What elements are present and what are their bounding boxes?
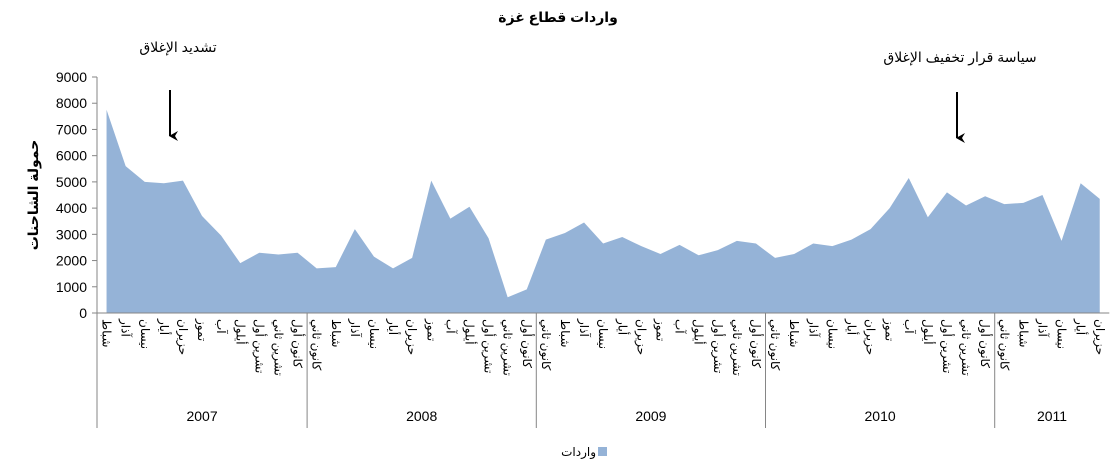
- x-tick-label: آذار: [347, 318, 363, 337]
- x-tick-label: نيسان: [367, 319, 381, 349]
- annotation: تشديد الإغلاق: [139, 39, 216, 56]
- x-tick-label: أيلول: [691, 319, 707, 345]
- x-tick-label: شباط: [1016, 319, 1030, 347]
- x-tick-label: أيار: [156, 318, 172, 335]
- x-tick-label: آب: [902, 319, 917, 334]
- legend-swatch: [598, 447, 607, 456]
- x-tick-label: كانون أول: [290, 319, 306, 368]
- x-tick-label: تشرين ثاني: [270, 319, 285, 376]
- x-tick-label: شباط: [558, 319, 572, 347]
- x-tick-label: نيسان: [825, 319, 839, 349]
- x-tick-label: أيلول: [232, 319, 248, 345]
- x-tick-label: كانون أول: [977, 319, 993, 368]
- x-tick-label: تشرين ثاني: [500, 319, 515, 376]
- x-tick-label: آذار: [118, 318, 134, 337]
- legend-label: واردات: [561, 445, 596, 460]
- x-tick-label: كانون أول: [748, 319, 764, 368]
- x-tick-label: تموز: [882, 318, 897, 341]
- y-tick-label: 4000: [56, 200, 87, 216]
- x-tick-label: آذار: [576, 318, 592, 337]
- group-label: 2009: [635, 408, 666, 424]
- x-tick-label: تموز: [652, 318, 667, 341]
- y-tick-label: 8000: [56, 95, 87, 111]
- x-tick-label: تشرين أول: [710, 319, 726, 373]
- x-tick-label: آب: [214, 319, 229, 334]
- y-tick-label: 7000: [56, 121, 87, 137]
- x-tick-label: حزيران: [633, 319, 648, 355]
- y-tick-label: 0: [79, 305, 87, 321]
- x-tick-label: أيار: [1073, 318, 1089, 335]
- x-tick-label: تشرين أول: [939, 319, 955, 373]
- x-tick-label: كانون ثاني: [996, 319, 1011, 371]
- x-tick-label: أيلول: [920, 319, 936, 345]
- x-tick-label: نيسان: [596, 319, 610, 349]
- x-tick-label: شباط: [787, 319, 801, 347]
- x-tick-label: نيسان: [138, 319, 152, 349]
- y-tick-label: 1000: [56, 279, 87, 295]
- x-tick-label: حزيران: [404, 319, 419, 355]
- x-tick-label: كانون أول: [519, 319, 535, 368]
- x-tick-label: أيار: [843, 318, 859, 335]
- x-tick-label: حزيران: [1092, 319, 1107, 355]
- x-tick-label: تموز: [423, 318, 438, 341]
- x-tick-label: آذار: [805, 318, 821, 337]
- x-tick-label: نيسان: [1055, 319, 1069, 349]
- group-label: 2011: [1037, 408, 1067, 424]
- x-tick-label: حزيران: [863, 319, 878, 355]
- x-tick-label: كانون ثاني: [767, 319, 782, 371]
- y-tick-label: 6000: [56, 148, 87, 164]
- x-tick-label: آذار: [1034, 318, 1050, 337]
- x-tick-label: أيار: [385, 318, 401, 335]
- x-tick-label: أيار: [614, 318, 630, 335]
- x-tick-label: تشرين أول: [251, 319, 267, 373]
- x-tick-label: شباط: [329, 319, 343, 347]
- x-tick-label: تشرين ثاني: [729, 319, 744, 376]
- y-tick-label: 2000: [56, 253, 87, 269]
- group-label: 2008: [406, 408, 437, 424]
- area: [106, 109, 1100, 314]
- x-tick-label: أيلول: [461, 319, 477, 345]
- group-label: 2007: [186, 408, 217, 424]
- x-tick-label: تموز: [194, 318, 209, 341]
- x-tick-label: كانون ثاني: [309, 319, 324, 371]
- x-tick-label: آب: [443, 319, 458, 334]
- y-tick-label: 5000: [56, 174, 87, 190]
- group-label: 2010: [865, 408, 896, 424]
- x-tick-label: تشرين ثاني: [958, 319, 973, 376]
- x-tick-label: شباط: [100, 319, 114, 347]
- chart-title: واردات قطاع غزة: [498, 9, 618, 26]
- y-axis-label: حمولة الشاحنات: [25, 140, 42, 251]
- y-tick-label: 3000: [56, 226, 87, 242]
- y-tick-label: 9000: [56, 69, 87, 85]
- x-tick-label: تشرين أول: [481, 319, 497, 373]
- x-tick-label: آب: [673, 319, 688, 334]
- annotation: سياسة قرار تخفيف الإغلاق: [883, 49, 1036, 66]
- x-tick-label: كانون ثاني: [538, 319, 553, 371]
- x-tick-label: حزيران: [175, 319, 190, 355]
